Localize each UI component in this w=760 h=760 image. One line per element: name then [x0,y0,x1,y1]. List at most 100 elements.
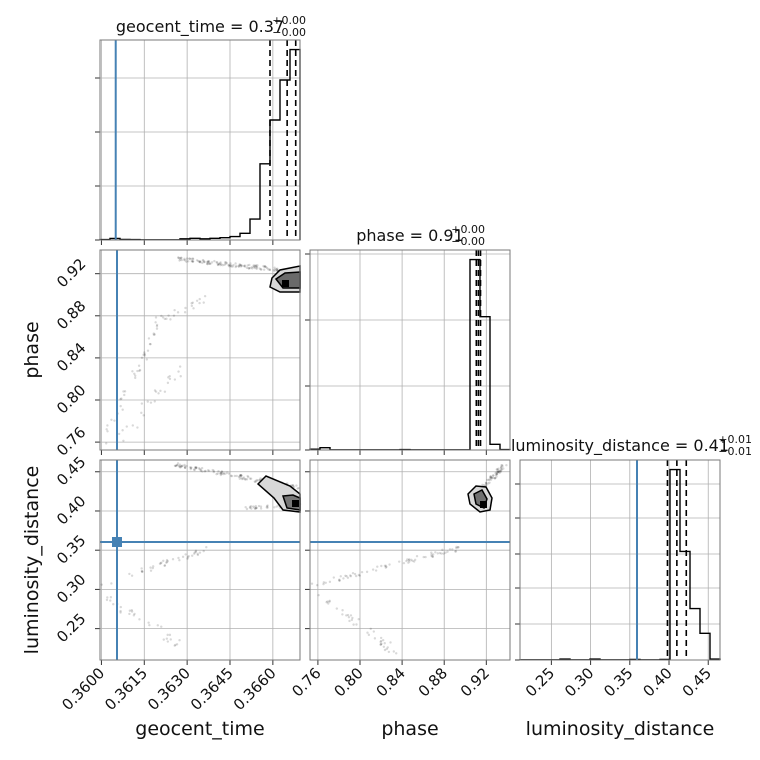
x-tick-label: 0.76 [288,664,324,700]
sample-point [383,648,387,652]
sample-point [155,323,159,327]
sample-point [496,471,500,474]
x-tick-label: 0.3615 [101,664,151,714]
sample-point [379,636,383,640]
sample-point [205,546,208,549]
sample-point [142,414,145,417]
sample-point [291,484,295,488]
sample-point [206,260,210,264]
sample-point [346,613,350,617]
sample-point [143,351,146,354]
sample-point [199,469,203,473]
sample-point [173,378,177,381]
sample-point [123,390,127,393]
sample-point [179,375,182,378]
sample-point [122,390,125,393]
sample-point [163,317,167,321]
sample-point [342,577,345,580]
sample-point [224,472,227,475]
sample-point [383,642,386,645]
sample-point [215,261,218,264]
sample-point [166,560,169,563]
sample-point [380,639,383,643]
sample-point [262,264,265,268]
sample-point [137,364,141,367]
sample-point [357,573,361,577]
sample-point [105,442,108,445]
sample-point [485,484,488,487]
y-tick-label: 0.76 [53,423,89,459]
contour-peak [282,280,289,287]
sample-point [454,550,458,553]
sample-point [407,558,411,562]
sample-point [204,469,207,473]
sample-point [199,468,203,471]
sample-point [257,479,260,482]
sample-point [196,552,199,555]
sample-point [183,465,187,468]
sample-point [229,264,233,267]
sample-point [189,257,193,261]
sample-point [207,262,211,265]
sample-point [339,575,342,578]
x-tick-label: 0.3630 [144,664,194,714]
sample-point [143,354,147,357]
sample-point [501,465,504,468]
title-geocent-time-minus: −0.00 [272,26,306,39]
panel-hist-geocent-time [95,39,301,245]
sample-point [369,627,372,630]
sample-point [254,507,258,510]
sample-point [430,553,433,556]
sample-point [140,569,144,573]
sample-point [349,574,352,577]
sample-point [430,554,433,558]
sample-point [215,261,219,264]
sample-point [206,262,209,266]
sample-point [246,264,249,267]
sample-point [255,479,258,483]
sample-point [275,268,278,271]
sample-point [225,471,229,474]
sample-point [178,256,181,260]
sample-point [168,633,172,637]
sample-point [198,551,202,554]
sample-point [165,558,169,562]
sample-point [495,471,498,474]
sample-point [109,599,112,602]
sample-point [100,583,103,586]
sample-point [431,555,434,558]
title-lumdist-minus: −0.01 [718,445,752,458]
sample-point [265,505,269,508]
sample-point [355,623,358,626]
sample-point [180,464,183,468]
sample-point [501,464,504,467]
sample-point [496,468,499,471]
sample-point [187,555,190,558]
sample-point [237,475,241,479]
sample-point [197,467,201,470]
sample-point [179,465,182,468]
sample-point [238,263,241,266]
sample-point [324,581,327,585]
sample-point [451,548,454,551]
sample-point [373,637,377,640]
sample-point [380,564,383,568]
sample-point [499,469,503,472]
sample-point [179,466,182,469]
sample-point [434,551,437,554]
sample-point [201,470,204,473]
sample-point [201,261,204,265]
sample-point [495,472,498,476]
title-phase-minus: −0.00 [451,235,485,248]
y-tick-label: 0.84 [53,339,89,375]
sample-point [191,257,195,261]
sample-point [177,256,180,260]
sample-point [202,260,206,264]
sample-point [183,258,186,262]
sample-point [255,506,258,510]
sample-point [130,574,134,577]
sample-point [248,477,252,480]
sample-point [159,389,162,393]
sample-point [220,472,224,476]
